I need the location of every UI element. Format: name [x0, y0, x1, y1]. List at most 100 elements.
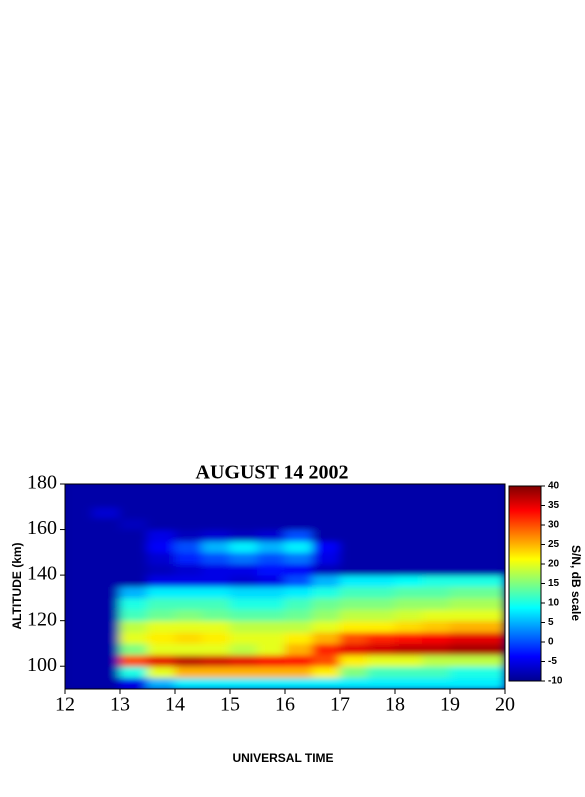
- heatmap-cell: [422, 620, 451, 633]
- heatmap-cell: [229, 677, 258, 689]
- heatmap-cell: [312, 665, 341, 679]
- heatmap-cell: [339, 540, 368, 553]
- heatmap-cell: [147, 494, 176, 508]
- heatmap-cell: [339, 484, 368, 496]
- heatmap-cell: [394, 506, 423, 519]
- heatmap-cell: [394, 551, 423, 565]
- heatmap-cell: [92, 677, 121, 689]
- heatmap-cell: [422, 597, 451, 610]
- x-tick-label: 16: [275, 694, 295, 716]
- heatmap-cell: [367, 551, 396, 565]
- heatmap-cell: [394, 517, 423, 531]
- heatmap-cell: [257, 597, 286, 610]
- heatmap-cell: [92, 574, 121, 587]
- heatmap-cell: [174, 654, 203, 667]
- heatmap-cell: [339, 642, 368, 656]
- heatmap-cell: [367, 574, 396, 587]
- heatmap: [65, 484, 505, 689]
- heatmap-cells: [65, 484, 505, 689]
- heatmap-cell: [394, 586, 423, 599]
- heatmap-cell: [284, 586, 313, 599]
- heatmap-cell: [257, 677, 286, 689]
- heatmap-cell: [229, 517, 258, 531]
- heatmap-cell: [257, 665, 286, 679]
- heatmap-cell: [477, 677, 505, 689]
- heatmap-cell: [174, 665, 203, 679]
- heatmap-cell: [174, 586, 203, 599]
- colorbar-label: S/N, dB scale: [569, 545, 583, 621]
- heatmap-cell: [312, 597, 341, 610]
- heatmap-cell: [367, 677, 396, 689]
- heatmap-cell: [119, 586, 148, 599]
- heatmap-cell: [394, 484, 423, 496]
- heatmap-cell: [92, 540, 121, 553]
- heatmap-cell: [202, 494, 231, 508]
- heatmap-cell: [119, 654, 148, 667]
- heatmap-cell: [147, 586, 176, 599]
- heatmap-cell: [339, 608, 368, 622]
- heatmap-cell: [65, 551, 93, 565]
- heatmap-cell: [312, 506, 341, 519]
- heatmap-cell: [312, 631, 341, 644]
- heatmap-cell: [92, 517, 121, 531]
- heatmap-cell: [477, 620, 505, 633]
- heatmap-cell: [367, 654, 396, 667]
- heatmap-cell: [477, 654, 505, 667]
- heatmap-cell: [477, 631, 505, 644]
- heatmap-cell: [477, 574, 505, 587]
- heatmap-cell: [202, 484, 231, 496]
- heatmap-cell: [229, 563, 258, 576]
- heatmap-cell: [339, 631, 368, 644]
- heatmap-cell: [257, 642, 286, 656]
- heatmap-cell: [229, 506, 258, 519]
- colorbar-tick-label: -10: [548, 676, 563, 687]
- heatmap-cell: [202, 642, 231, 656]
- heatmap-cell: [257, 654, 286, 667]
- heatmap-cell: [339, 529, 368, 542]
- heatmap-cell: [174, 597, 203, 610]
- heatmap-cell: [367, 506, 396, 519]
- heatmap-cell: [257, 620, 286, 633]
- heatmap-cell: [422, 654, 451, 667]
- heatmap-cell: [92, 597, 121, 610]
- heatmap-cell: [477, 563, 505, 576]
- heatmap-cell: [339, 597, 368, 610]
- heatmap-cell: [449, 529, 478, 542]
- heatmap-cell: [312, 654, 341, 667]
- heatmap-cell: [202, 551, 231, 565]
- heatmap-cell: [257, 506, 286, 519]
- heatmap-cell: [229, 529, 258, 542]
- heatmap-cell: [284, 540, 313, 553]
- heatmap-cell: [449, 654, 478, 667]
- heatmap-cell: [284, 620, 313, 633]
- heatmap-cell: [449, 484, 478, 496]
- heatmap-cell: [394, 631, 423, 644]
- heatmap-cell: [202, 517, 231, 531]
- y-tick-label: 100: [27, 654, 57, 676]
- y-tick-label: 180: [27, 472, 57, 494]
- heatmap-cell: [257, 631, 286, 644]
- heatmap-cell: [422, 517, 451, 531]
- heatmap-cell: [65, 494, 93, 508]
- x-tick-label: 18: [385, 694, 405, 716]
- heatmap-cell: [394, 665, 423, 679]
- heatmap-cell: [119, 540, 148, 553]
- heatmap-cell: [174, 642, 203, 656]
- heatmap-cell: [65, 631, 93, 644]
- heatmap-cell: [367, 484, 396, 496]
- heatmap-cell: [394, 608, 423, 622]
- heatmap-cell: [202, 677, 231, 689]
- heatmap-cell: [477, 597, 505, 610]
- heatmap-cell: [229, 494, 258, 508]
- heatmap-cell: [367, 494, 396, 508]
- y-tick-label: 120: [27, 608, 57, 630]
- heatmap-cell: [284, 551, 313, 565]
- x-tick-label: 14: [165, 694, 185, 716]
- heatmap-cell: [119, 517, 148, 531]
- heatmap-cell: [257, 529, 286, 542]
- heatmap-cell: [229, 484, 258, 496]
- heatmap-cell: [477, 484, 505, 496]
- heatmap-cell: [257, 551, 286, 565]
